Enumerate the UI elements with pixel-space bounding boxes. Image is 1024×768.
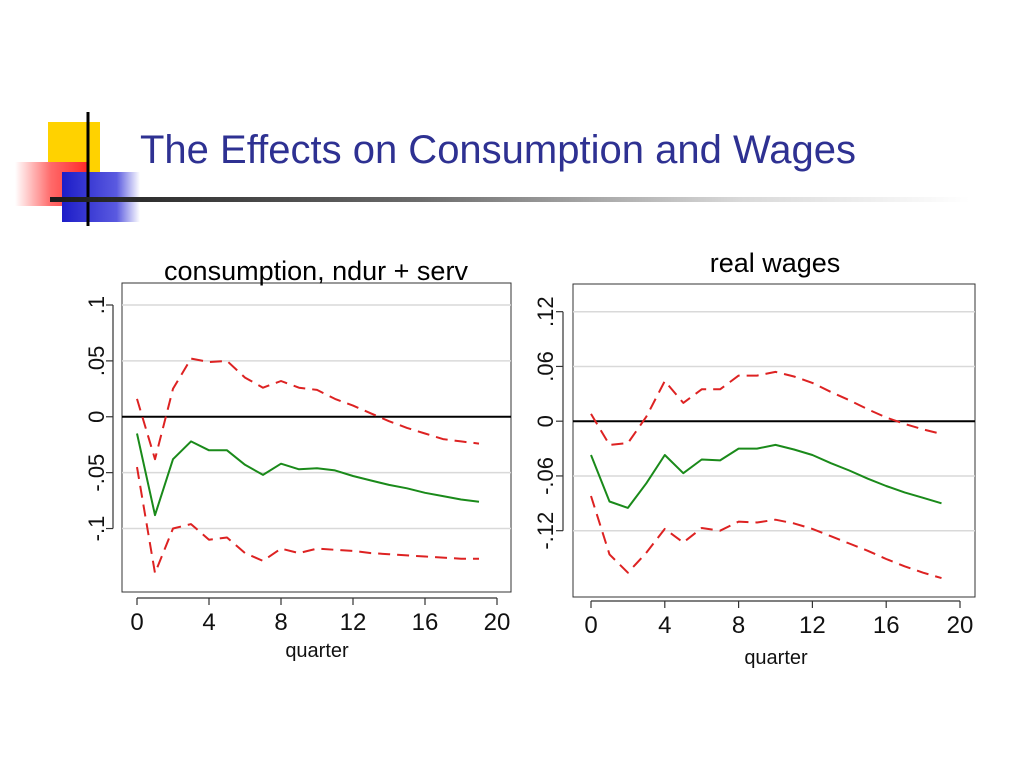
consumption-series-upper-band	[136, 357, 480, 461]
consumption-chart-title: consumption, ndur + serv	[164, 256, 468, 286]
consumption-x-axis-label: quarter	[285, 640, 349, 662]
consumption-y-tick-label: .05	[84, 346, 109, 377]
consumption-x-tick-label: 0	[130, 609, 143, 636]
consumption-plot-frame	[121, 282, 512, 593]
consumption-x-tick-label: 12	[340, 609, 367, 636]
consumption-x-tick-label: 20	[484, 609, 511, 636]
slide-title: The Effects on Consumption and Wages	[140, 128, 856, 172]
consumption-x-tick-label: 4	[202, 609, 215, 636]
consumption-x-tick-label: 8	[274, 609, 287, 636]
consumption-y-tick-label: .1	[84, 296, 109, 314]
consumption-y-tick-label: 0	[84, 411, 109, 423]
consumption-series-lower-band	[136, 466, 479, 575]
consumption-x-tick-label: 16	[412, 609, 439, 636]
title-rule	[50, 197, 970, 202]
consumption-y-tick-label: -.1	[84, 516, 109, 542]
consumption-series-estimate	[136, 433, 480, 517]
consumption-y-tick-label: -.05	[84, 454, 109, 492]
